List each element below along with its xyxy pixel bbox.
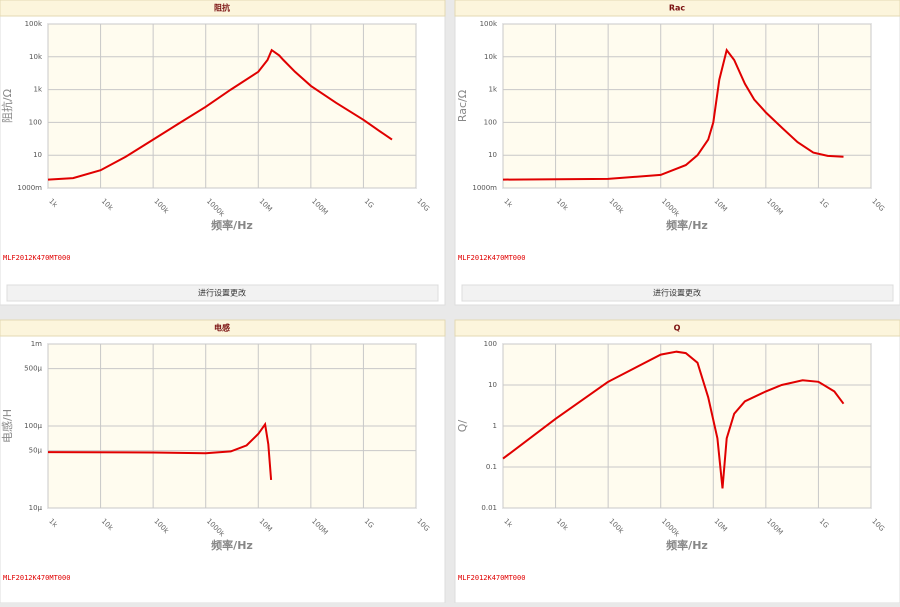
panel-header: [0, 319, 446, 337]
settings-button-label[interactable]: 进行设置更改: [198, 288, 246, 298]
panel-title: Rac: [669, 4, 686, 13]
y-tick-label: 10k: [484, 53, 498, 61]
y-axis-label: Rac/Ω: [456, 90, 469, 122]
panel-title: 阻抗: [214, 3, 230, 13]
settings-button-label[interactable]: 进行设置更改: [653, 288, 701, 298]
y-tick-label: 100: [29, 118, 42, 126]
y-tick-label: 1: [493, 422, 497, 430]
data-line: [47, 48, 393, 181]
panel-header: [454, 0, 900, 17]
data-line: [502, 47, 844, 181]
part-number: MLF2012K470MT000: [458, 254, 525, 262]
part-number: MLF2012K470MT000: [3, 254, 70, 262]
y-axis-label: 电感/H: [1, 409, 14, 443]
y-tick-label: 10: [33, 151, 42, 159]
settings-button[interactable]: [461, 284, 894, 302]
y-axis-label: Q/: [456, 420, 469, 433]
y-tick-label: 50μ: [29, 447, 43, 455]
y-axis-label: 阻抗/Ω: [0, 89, 14, 123]
x-axis-label: 频率/Hz: [211, 218, 253, 232]
data-line: [47, 421, 273, 480]
x-axis-label: 频率/Hz: [666, 538, 708, 552]
panel-header: [0, 0, 446, 17]
y-tick-label: 10k: [29, 53, 43, 61]
y-tick-label: 10: [488, 381, 497, 389]
y-tick-label: 0.01: [481, 504, 497, 512]
settings-button[interactable]: [6, 284, 439, 302]
y-tick-label: 10μ: [29, 504, 43, 512]
chart-panel: Q1k 10k 100k 1000k 10M 100M 1G 10G0.010.1110100…: [454, 319, 900, 604]
part-number: MLF2012K470MT000: [458, 574, 525, 582]
y-tick-label: 100k: [25, 20, 43, 28]
panel-title: Q: [674, 324, 681, 333]
y-tick-label: 10: [488, 151, 497, 159]
y-tick-label: 100μ: [24, 422, 42, 430]
y-tick-label: 100: [484, 340, 497, 348]
y-tick-label: 1000m: [472, 184, 497, 192]
y-tick-label: 100: [484, 118, 497, 126]
panel-header: [454, 319, 900, 337]
y-tick-label: 1k: [488, 86, 497, 94]
part-number: MLF2012K470MT000: [3, 574, 70, 582]
y-tick-label: 1k: [33, 86, 42, 94]
data-line: [502, 350, 845, 489]
y-tick-label: 1m: [31, 340, 42, 348]
y-tick-label: 1000m: [17, 184, 42, 192]
x-axis-label: 频率/Hz: [666, 218, 708, 232]
panel-title: 电感: [214, 323, 230, 333]
y-tick-label: 0.1: [486, 463, 497, 471]
y-tick-label: 100k: [480, 20, 498, 28]
x-axis-label: 频率/Hz: [211, 538, 253, 552]
y-tick-label: 500μ: [24, 365, 42, 373]
plot-area: [47, 23, 417, 189]
